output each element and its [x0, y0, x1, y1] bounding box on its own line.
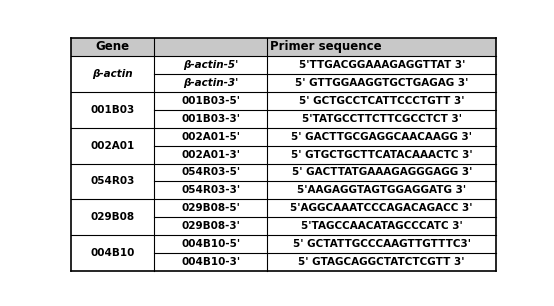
Bar	[71, 163, 154, 200]
Bar	[267, 92, 496, 110]
Text: 002A01-5': 002A01-5'	[181, 132, 240, 142]
Text: 5' GCTGCCTCATTCCCTGTT 3': 5' GCTGCCTCATTCCCTGTT 3'	[299, 96, 464, 106]
Text: Primer sequence: Primer sequence	[270, 40, 381, 53]
Bar	[71, 200, 154, 235]
Text: 5'TATGCCTTCTTCGCCTCT 3': 5'TATGCCTTCTTCGCCTCT 3'	[302, 114, 461, 124]
Bar	[154, 181, 267, 200]
Bar	[71, 38, 154, 56]
Bar	[154, 56, 267, 74]
Bar	[154, 74, 267, 92]
Text: 5'TAGCCAACATAGCCCATC 3': 5'TAGCCAACATAGCCCATC 3'	[301, 221, 463, 231]
Text: 5' GTGCTGCTTCATACAAACTC 3': 5' GTGCTGCTTCATACAAACTC 3'	[291, 150, 473, 159]
Bar	[71, 56, 154, 92]
Bar	[154, 200, 267, 217]
Text: 054R03: 054R03	[91, 177, 135, 186]
Bar	[154, 253, 267, 271]
Bar	[267, 128, 496, 146]
Text: β-actin-3': β-actin-3'	[183, 78, 238, 88]
Bar	[154, 128, 267, 146]
Text: 029B08-3': 029B08-3'	[181, 221, 240, 231]
Bar	[267, 235, 496, 253]
Bar	[154, 146, 267, 163]
Bar	[154, 163, 267, 181]
Text: 5' GTAGCAGGCTATCTCGTT 3': 5' GTAGCAGGCTATCTCGTT 3'	[299, 257, 465, 267]
Bar	[267, 253, 496, 271]
Text: β-actin-5': β-actin-5'	[183, 60, 238, 70]
Bar	[267, 74, 496, 92]
Bar	[267, 200, 496, 217]
Bar	[71, 92, 154, 128]
Text: 001B03-5': 001B03-5'	[181, 96, 240, 106]
Bar	[267, 181, 496, 200]
Bar	[154, 92, 267, 110]
Text: 002A01-3': 002A01-3'	[181, 150, 240, 159]
Text: 5'AAGAGGTAGTGGAGGATG 3': 5'AAGAGGTAGTGGAGGATG 3'	[297, 185, 466, 196]
Bar	[267, 163, 496, 181]
Text: 5' GCTATTGCCCAAGTTGTTTC3': 5' GCTATTGCCCAAGTTGTTTC3'	[293, 239, 471, 249]
Bar	[154, 110, 267, 128]
Text: 002A01: 002A01	[91, 140, 135, 151]
Bar	[71, 235, 154, 271]
Bar	[71, 128, 154, 163]
Text: 5' GTTGGAAGGTGCTGAGAG 3': 5' GTTGGAAGGTGCTGAGAG 3'	[295, 78, 468, 88]
Text: 029B08-5': 029B08-5'	[181, 203, 240, 213]
Bar	[267, 146, 496, 163]
Text: 5'TTGACGGAAAGAGGTTAT 3': 5'TTGACGGAAAGAGGTTAT 3'	[299, 60, 465, 70]
Bar	[267, 217, 496, 235]
Bar	[267, 56, 496, 74]
Text: 054R03-3': 054R03-3'	[181, 185, 240, 196]
Bar	[154, 217, 267, 235]
Text: β-actin: β-actin	[93, 69, 133, 79]
Bar	[154, 235, 267, 253]
Text: 029B08: 029B08	[91, 212, 135, 222]
Text: 004B10-5': 004B10-5'	[181, 239, 240, 249]
Text: 5'AGGCAAATCCCAGACAGACC 3': 5'AGGCAAATCCCAGACAGACC 3'	[290, 203, 473, 213]
Bar	[267, 110, 496, 128]
Text: 5' GACTTGCGAGGCAACAAGG 3': 5' GACTTGCGAGGCAACAAGG 3'	[291, 132, 472, 142]
Text: 001B03: 001B03	[91, 105, 135, 115]
Text: 004B10: 004B10	[91, 248, 135, 258]
Text: 054R03-5': 054R03-5'	[181, 167, 240, 177]
Bar	[154, 38, 496, 56]
Text: 5' GACTTATGAAAGAGGGAGG 3': 5' GACTTATGAAAGAGGGAGG 3'	[291, 167, 472, 177]
Text: 004B10-3': 004B10-3'	[181, 257, 240, 267]
Text: Gene: Gene	[96, 40, 130, 53]
Text: 001B03-3': 001B03-3'	[181, 114, 240, 124]
